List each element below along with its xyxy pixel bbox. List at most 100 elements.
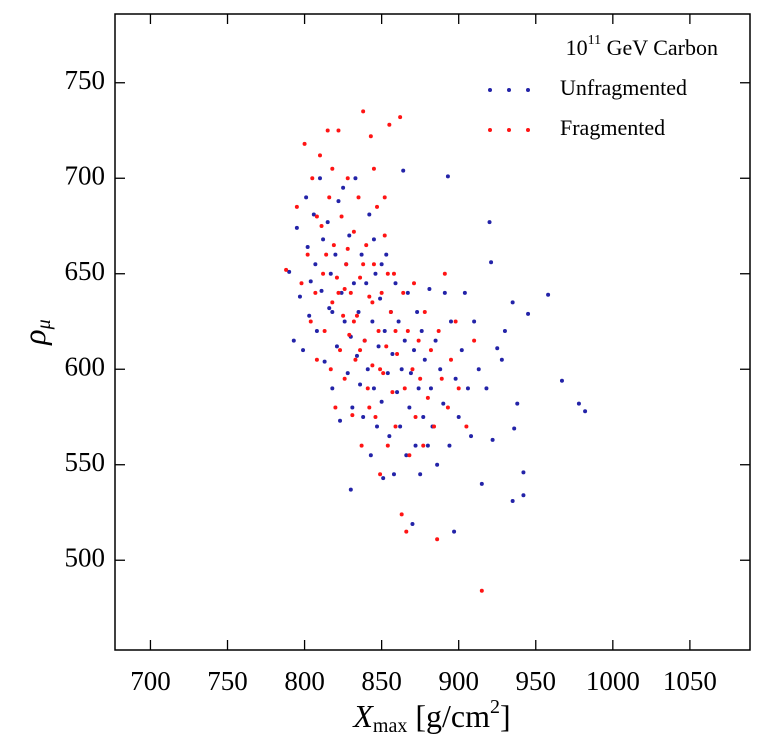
point — [472, 319, 477, 324]
point — [452, 529, 457, 534]
x-label-part: [g/cm — [407, 698, 490, 734]
point — [442, 271, 447, 276]
point — [472, 338, 477, 343]
point — [447, 443, 452, 448]
point — [412, 348, 417, 353]
point — [325, 220, 330, 225]
y-tick-label: 650 — [65, 256, 106, 286]
point — [371, 166, 376, 171]
point — [387, 122, 392, 127]
point — [367, 212, 372, 217]
x-axis-label: Xmax [g/cm2] — [351, 696, 510, 737]
point — [356, 195, 361, 200]
point — [361, 262, 366, 267]
point — [459, 348, 464, 353]
point — [327, 306, 332, 311]
point — [327, 195, 332, 200]
point — [393, 329, 398, 334]
point — [402, 338, 407, 343]
point — [435, 462, 440, 467]
y-tick-label: 700 — [65, 160, 106, 190]
point — [359, 252, 364, 257]
point — [490, 437, 495, 442]
point — [445, 174, 450, 179]
point — [456, 386, 461, 391]
point — [359, 443, 364, 448]
y-tick-label: 550 — [65, 447, 106, 477]
point — [353, 357, 358, 362]
point — [341, 185, 346, 190]
point — [361, 414, 366, 419]
point — [375, 204, 380, 209]
point — [351, 229, 356, 234]
point — [353, 176, 358, 181]
point — [371, 386, 376, 391]
point — [476, 367, 481, 372]
point — [379, 290, 384, 295]
point — [404, 529, 409, 534]
point — [510, 300, 515, 305]
point — [336, 290, 341, 295]
point — [419, 329, 424, 334]
point — [413, 414, 418, 419]
point — [294, 225, 299, 230]
point — [379, 399, 384, 404]
point — [479, 588, 484, 593]
point — [347, 233, 352, 238]
point — [382, 329, 387, 334]
point — [368, 134, 373, 139]
point — [342, 319, 347, 324]
point — [308, 319, 313, 324]
point — [314, 214, 319, 219]
point — [294, 204, 299, 209]
point — [412, 281, 417, 286]
x-tick-label: 850 — [361, 666, 402, 696]
point — [350, 413, 355, 418]
legend-marker — [507, 128, 511, 132]
point — [385, 443, 390, 448]
point — [334, 275, 339, 280]
point — [422, 357, 427, 362]
point — [390, 390, 395, 395]
point — [384, 252, 389, 257]
point — [338, 418, 343, 423]
point — [370, 363, 375, 368]
point — [398, 115, 403, 120]
point — [401, 290, 406, 295]
x-tick-label: 1050 — [663, 666, 717, 696]
legend-marker — [526, 88, 530, 92]
point — [371, 262, 376, 267]
point — [413, 443, 418, 448]
point — [348, 487, 353, 492]
point — [391, 472, 396, 477]
point — [441, 401, 446, 406]
point — [341, 313, 346, 318]
point — [427, 287, 432, 292]
point — [348, 290, 353, 295]
legend-marker — [488, 88, 492, 92]
point — [479, 481, 484, 486]
point — [416, 338, 421, 343]
point — [382, 233, 387, 238]
point — [350, 405, 355, 410]
point — [317, 153, 322, 158]
point — [384, 344, 389, 349]
point — [307, 313, 312, 318]
legend-label: Fragmented — [560, 115, 665, 140]
point — [462, 290, 467, 295]
x-tick-label: 700 — [130, 666, 171, 696]
point — [313, 290, 318, 295]
point — [453, 376, 458, 381]
point — [342, 376, 347, 381]
point — [347, 332, 352, 337]
point — [319, 224, 324, 228]
point — [410, 521, 415, 526]
point — [484, 386, 489, 391]
point — [385, 271, 390, 276]
point — [378, 296, 383, 301]
point — [387, 434, 392, 439]
point — [358, 382, 363, 387]
point — [338, 348, 343, 353]
point — [330, 386, 335, 391]
point — [339, 290, 344, 295]
